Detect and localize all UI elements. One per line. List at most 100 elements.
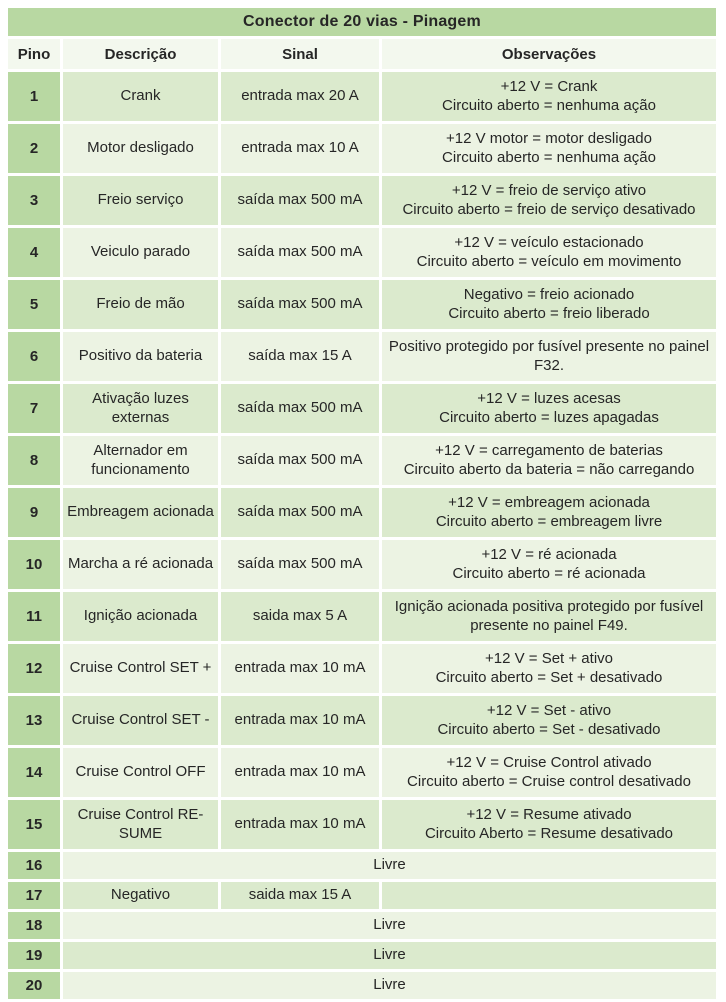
table-row: 7 Ativação luzes externas saída max 500 mA… xyxy=(8,384,716,433)
pin-number-cell: 7 xyxy=(8,384,60,433)
description-cell: Cruise Control OFF xyxy=(63,748,218,797)
pin-number-cell: 11 xyxy=(8,592,60,641)
table-row: 18 Livre xyxy=(8,912,716,939)
table-title: Conector de 20 vias - Pinagem xyxy=(8,8,716,36)
table-row: 3 Freio serviço saída max 500 mA +12 V = fr… xyxy=(8,176,716,225)
pin-number-cell: 8 xyxy=(8,436,60,485)
table-row: 9 Embreagem acionada saída max 500 mA +12 V… xyxy=(8,488,716,537)
title-row: Conector de 20 vias - Pinagem xyxy=(8,8,716,36)
table-row: 13 Cruise Control SET - entrada max 10 mA +… xyxy=(8,696,716,745)
pin-number-cell: 16 xyxy=(8,852,60,879)
description-cell: Positivo da bateria xyxy=(63,332,218,381)
pin-number-cell: 2 xyxy=(8,124,60,173)
signal-cell: saída max 500 mA xyxy=(221,436,379,485)
table-row: 1 Crank entrada max 20 A +12 V = Crank Circ… xyxy=(8,72,716,121)
signal-cell: saída max 500 mA xyxy=(221,384,379,433)
table-row: 11 Ignição acionada saida max 5 A Ignição a… xyxy=(8,592,716,641)
pin-number-cell: 1 xyxy=(8,72,60,121)
signal-cell: entrada max 10 mA xyxy=(221,800,379,849)
table-row: 16 Livre xyxy=(8,852,716,879)
pin-number-cell: 9 xyxy=(8,488,60,537)
signal-cell: saída max 15 A xyxy=(221,332,379,381)
livre-cell: Livre xyxy=(63,852,716,879)
observations-cell: +12 V = Resume ativado Circuito Aberto =… xyxy=(382,800,716,849)
pin-number-cell: 20 xyxy=(8,972,60,999)
pin-number-cell: 4 xyxy=(8,228,60,277)
pin-number-cell: 13 xyxy=(8,696,60,745)
description-cell: Alternador em funcionamento xyxy=(63,436,218,485)
description-cell: Embreagem acionada xyxy=(63,488,218,537)
pin-number-cell: 3 xyxy=(8,176,60,225)
table-row: 5 Freio de mão saída max 500 mA Negativo = … xyxy=(8,280,716,329)
pinout-table: Conector de 20 vias - Pinagem Pino Descr… xyxy=(5,5,719,1002)
observations-cell: +12 V = Cruise Control ativado Circuito … xyxy=(382,748,716,797)
description-cell: Cruise Control RE-SUME xyxy=(63,800,218,849)
description-cell: Ignição acionada xyxy=(63,592,218,641)
observations-cell: +12 V motor = motor desligado Circuito a… xyxy=(382,124,716,173)
livre-cell: Livre xyxy=(63,942,716,969)
pin-number-cell: 5 xyxy=(8,280,60,329)
signal-cell: saida max 15 A xyxy=(221,882,379,909)
table-row: 15 Cruise Control RE-SUME entrada max 10 m… xyxy=(8,800,716,849)
signal-cell: entrada max 10 mA xyxy=(221,644,379,693)
signal-cell: saída max 500 mA xyxy=(221,228,379,277)
livre-cell: Livre xyxy=(63,972,716,999)
table-row: 20 Livre xyxy=(8,972,716,999)
pin-number-cell: 18 xyxy=(8,912,60,939)
pin-number-cell: 6 xyxy=(8,332,60,381)
pin-number-cell: 19 xyxy=(8,942,60,969)
description-cell: Ativação luzes externas xyxy=(63,384,218,433)
observations-cell: +12 V = luzes acesas Circuito aberto = l… xyxy=(382,384,716,433)
signal-cell: entrada max 10 A xyxy=(221,124,379,173)
signal-cell: saida max 5 A xyxy=(221,592,379,641)
signal-cell: saída max 500 mA xyxy=(221,176,379,225)
table-row: 12 Cruise Control SET + entrada max 10 mA +… xyxy=(8,644,716,693)
observations-cell: +12 V = Set + ativo Circuito aberto = Se… xyxy=(382,644,716,693)
observations-cell: +12 V = ré acionada Circuito aberto = ré… xyxy=(382,540,716,589)
table-row: 4 Veiculo parado saída max 500 mA +12 V = v… xyxy=(8,228,716,277)
observations-cell xyxy=(382,882,716,909)
description-cell: Marcha a ré acionada xyxy=(63,540,218,589)
observations-cell: +12 V = embreagem acionada Circuito aber… xyxy=(382,488,716,537)
description-cell: Motor desligado xyxy=(63,124,218,173)
observations-cell: +12 V = freio de serviço ativo Circuito … xyxy=(382,176,716,225)
observations-cell: Ignição acionada positiva protegido por … xyxy=(382,592,716,641)
table-row: 14 Cruise Control OFF entrada max 10 mA +12… xyxy=(8,748,716,797)
description-cell: Cruise Control SET - xyxy=(63,696,218,745)
pin-number-cell: 14 xyxy=(8,748,60,797)
observations-cell: Positivo protegido por fusível presente … xyxy=(382,332,716,381)
signal-cell: entrada max 10 mA xyxy=(221,696,379,745)
signal-cell: saída max 500 mA xyxy=(221,488,379,537)
description-cell: Cruise Control SET + xyxy=(63,644,218,693)
observations-cell: +12 V = Set - ativo Circuito aberto = Se… xyxy=(382,696,716,745)
signal-cell: saída max 500 mA xyxy=(221,540,379,589)
signal-cell: entrada max 10 mA xyxy=(221,748,379,797)
observations-cell: +12 V = Crank Circuito aberto = nenhuma … xyxy=(382,72,716,121)
table-row: 19 Livre xyxy=(8,942,716,969)
signal-cell: saída max 500 mA xyxy=(221,280,379,329)
observations-cell: Negativo = freio acionado Circuito abert… xyxy=(382,280,716,329)
column-header-observacoes: Observações xyxy=(382,39,716,69)
pin-number-cell: 10 xyxy=(8,540,60,589)
livre-cell: Livre xyxy=(63,912,716,939)
description-cell: Negativo xyxy=(63,882,218,909)
signal-cell: entrada max 20 A xyxy=(221,72,379,121)
table-row: 6 Positivo da bateria saída max 15 A Positi… xyxy=(8,332,716,381)
header-row: Pino Descrição Sinal Observações xyxy=(8,39,716,69)
table-row: 17 Negativo saida max 15 A xyxy=(8,882,716,909)
column-header-descricao: Descrição xyxy=(63,39,218,69)
description-cell: Crank xyxy=(63,72,218,121)
pin-number-cell: 12 xyxy=(8,644,60,693)
description-cell: Freio de mão xyxy=(63,280,218,329)
table-row: 2 Motor desligado entrada max 10 A +12 V mo… xyxy=(8,124,716,173)
pin-number-cell: 15 xyxy=(8,800,60,849)
observations-cell: +12 V = veículo estacionado Circuito abe… xyxy=(382,228,716,277)
table-row: 8 Alternador em funcionamento saída max 50… xyxy=(8,436,716,485)
table-body: 1 Crank entrada max 20 A +12 V = Crank Circ… xyxy=(8,72,716,999)
description-cell: Freio serviço xyxy=(63,176,218,225)
table-row: 10 Marcha a ré acionada saída max 500 mA +1… xyxy=(8,540,716,589)
pin-number-cell: 17 xyxy=(8,882,60,909)
column-header-pino: Pino xyxy=(8,39,60,69)
observations-cell: +12 V = carregamento de baterias Circuit… xyxy=(382,436,716,485)
column-header-sinal: Sinal xyxy=(221,39,379,69)
